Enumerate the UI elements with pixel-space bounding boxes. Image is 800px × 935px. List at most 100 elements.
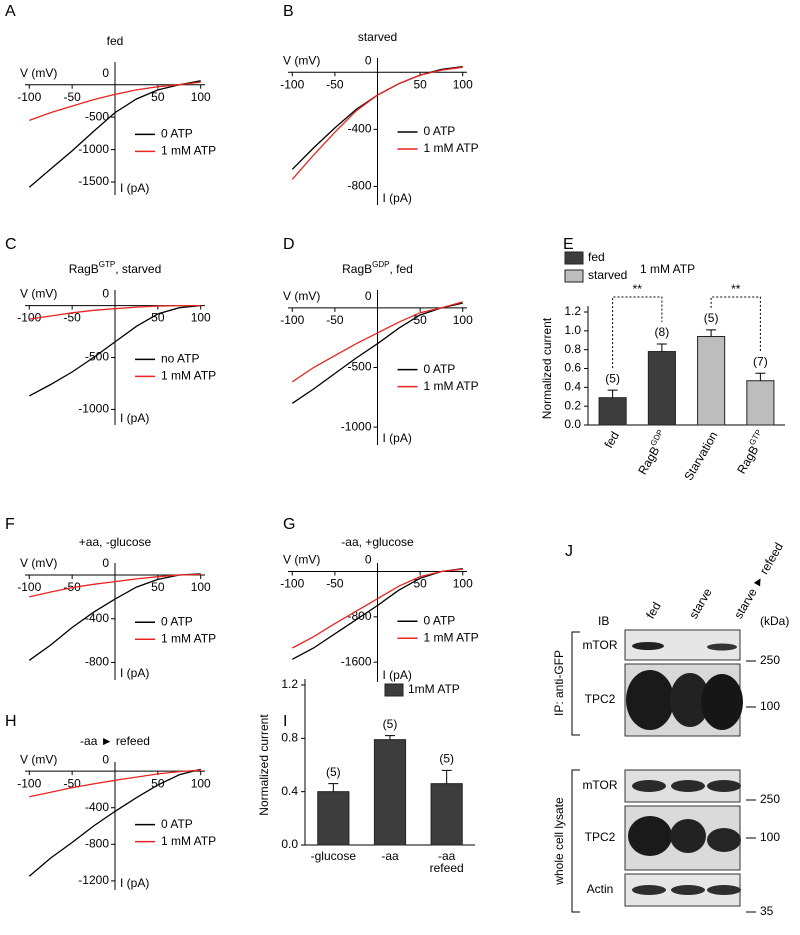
text-part: RagB [734,443,761,476]
y-axis-label: I (pA) [383,668,412,682]
x-tick-label: 50 [151,90,165,104]
y-tick-label: 0.0 [281,837,298,851]
y-tick-label: -1000 [341,419,372,433]
lane-label: starve [686,586,715,622]
x-axis-label: V (mV) [283,53,320,67]
band [632,885,666,895]
y-tick-label: 0.0 [564,417,581,431]
significance-bracket [710,296,761,352]
x-axis-label: V (mV) [20,287,57,301]
legend-label: 1mM ATP [408,682,460,696]
panel-letter: H [5,713,17,730]
panel-letter: F [5,516,15,533]
panel-letter: J [565,543,573,560]
legend-label: 1 mM ATP [424,630,479,644]
x-tick-label: 100 [453,77,473,91]
ib-label: IB [598,614,609,628]
annotation: 1 mM ATP [640,262,695,276]
iv-curve [28,573,201,661]
iv-curve [291,66,463,180]
n-label: (5) [326,765,341,779]
legend-label: fed [588,250,605,264]
x-tick-label: 50 [413,77,427,91]
error-bar [656,343,667,352]
x-tick-label: 0 [365,289,372,303]
bar [430,783,463,846]
bar [598,397,627,426]
legend-swatch [384,683,404,697]
legend-label: 1 mM ATP [424,379,479,393]
legend-label: 1 mM ATP [161,144,216,158]
y-axis-label: I (pA) [120,181,149,195]
band [701,674,743,730]
error-bar [706,329,717,337]
x-axis-label: V (mV) [20,752,57,766]
text-part: RagB [635,444,662,477]
group-bracket [571,631,580,736]
error-bar [607,389,618,398]
unit-label: (kDa) [760,614,789,628]
error-bar [328,783,339,792]
text-part: GDP [372,260,389,269]
x-tick-label: -aa refeed [430,849,464,875]
significance-label: ** [633,282,643,296]
y-tick-label: 1.0 [564,323,581,337]
band [707,643,737,651]
text-part: RagB [69,262,99,276]
y-tick-label: 0.6 [564,361,581,375]
x-tick-label: -100 [280,77,304,91]
bar [647,351,676,426]
legend-label: 1 mM ATP [161,368,216,382]
band [671,780,705,792]
x-tick-label: 100 [191,90,211,104]
chart-title: +aa, -glucose [79,535,152,549]
y-tick-label: 1.2 [564,304,581,318]
bar [746,380,775,426]
x-tick-label: -100 [17,90,41,104]
iv-curve [28,768,201,877]
iv-curve [291,302,463,404]
iv-curve [29,304,201,320]
band [632,642,664,650]
n-label: (5) [383,717,398,731]
legend-label: 1 mM ATP [161,631,216,645]
band [626,670,674,730]
y-tick-label: 0.4 [281,784,298,798]
panel-letter: E [563,236,574,253]
significance-label: ** [731,282,741,296]
x-tick-label: -50 [326,313,344,327]
chart-title: -aa, +glucose [341,535,414,549]
text-part: , fed [390,262,413,276]
y-tick-label: -800 [347,179,371,193]
x-tick-label: -100 [17,580,41,594]
y-tick-label: -500 [347,360,371,374]
y-tick-label: -500 [85,350,109,364]
y-tick-label: 0.4 [564,380,581,394]
band [707,885,741,895]
y-tick-label: -400 [347,122,371,136]
panel-letter: B [283,3,294,20]
error-bar [755,372,766,381]
row-label: mTOR [582,778,617,792]
y-tick-label: -1500 [78,174,109,188]
group-label: whole cell lysate [552,797,566,886]
text-part: GTP [748,428,764,447]
legend-label: 0 ATP [424,124,456,138]
marker-label: 250 [760,653,780,667]
legend-label: no ATP [161,351,199,365]
x-tick-label: Starvation [681,429,720,483]
y-tick-label: -400 [85,611,109,625]
n-label: (7) [753,354,768,368]
y-axis-label: I (pA) [120,666,149,680]
band [670,819,706,853]
error-bar [385,735,395,740]
y-tick-label: -1000 [78,402,109,416]
y-axis-label: I (pA) [383,431,412,445]
chart-title: fed [107,34,124,48]
x-tick-label: 100 [191,776,211,790]
legend-label: 0 ATP [424,613,456,627]
text-part: GDP [649,428,665,448]
x-tick-label: 0 [102,556,109,570]
x-tick-label: -100 [280,577,304,591]
